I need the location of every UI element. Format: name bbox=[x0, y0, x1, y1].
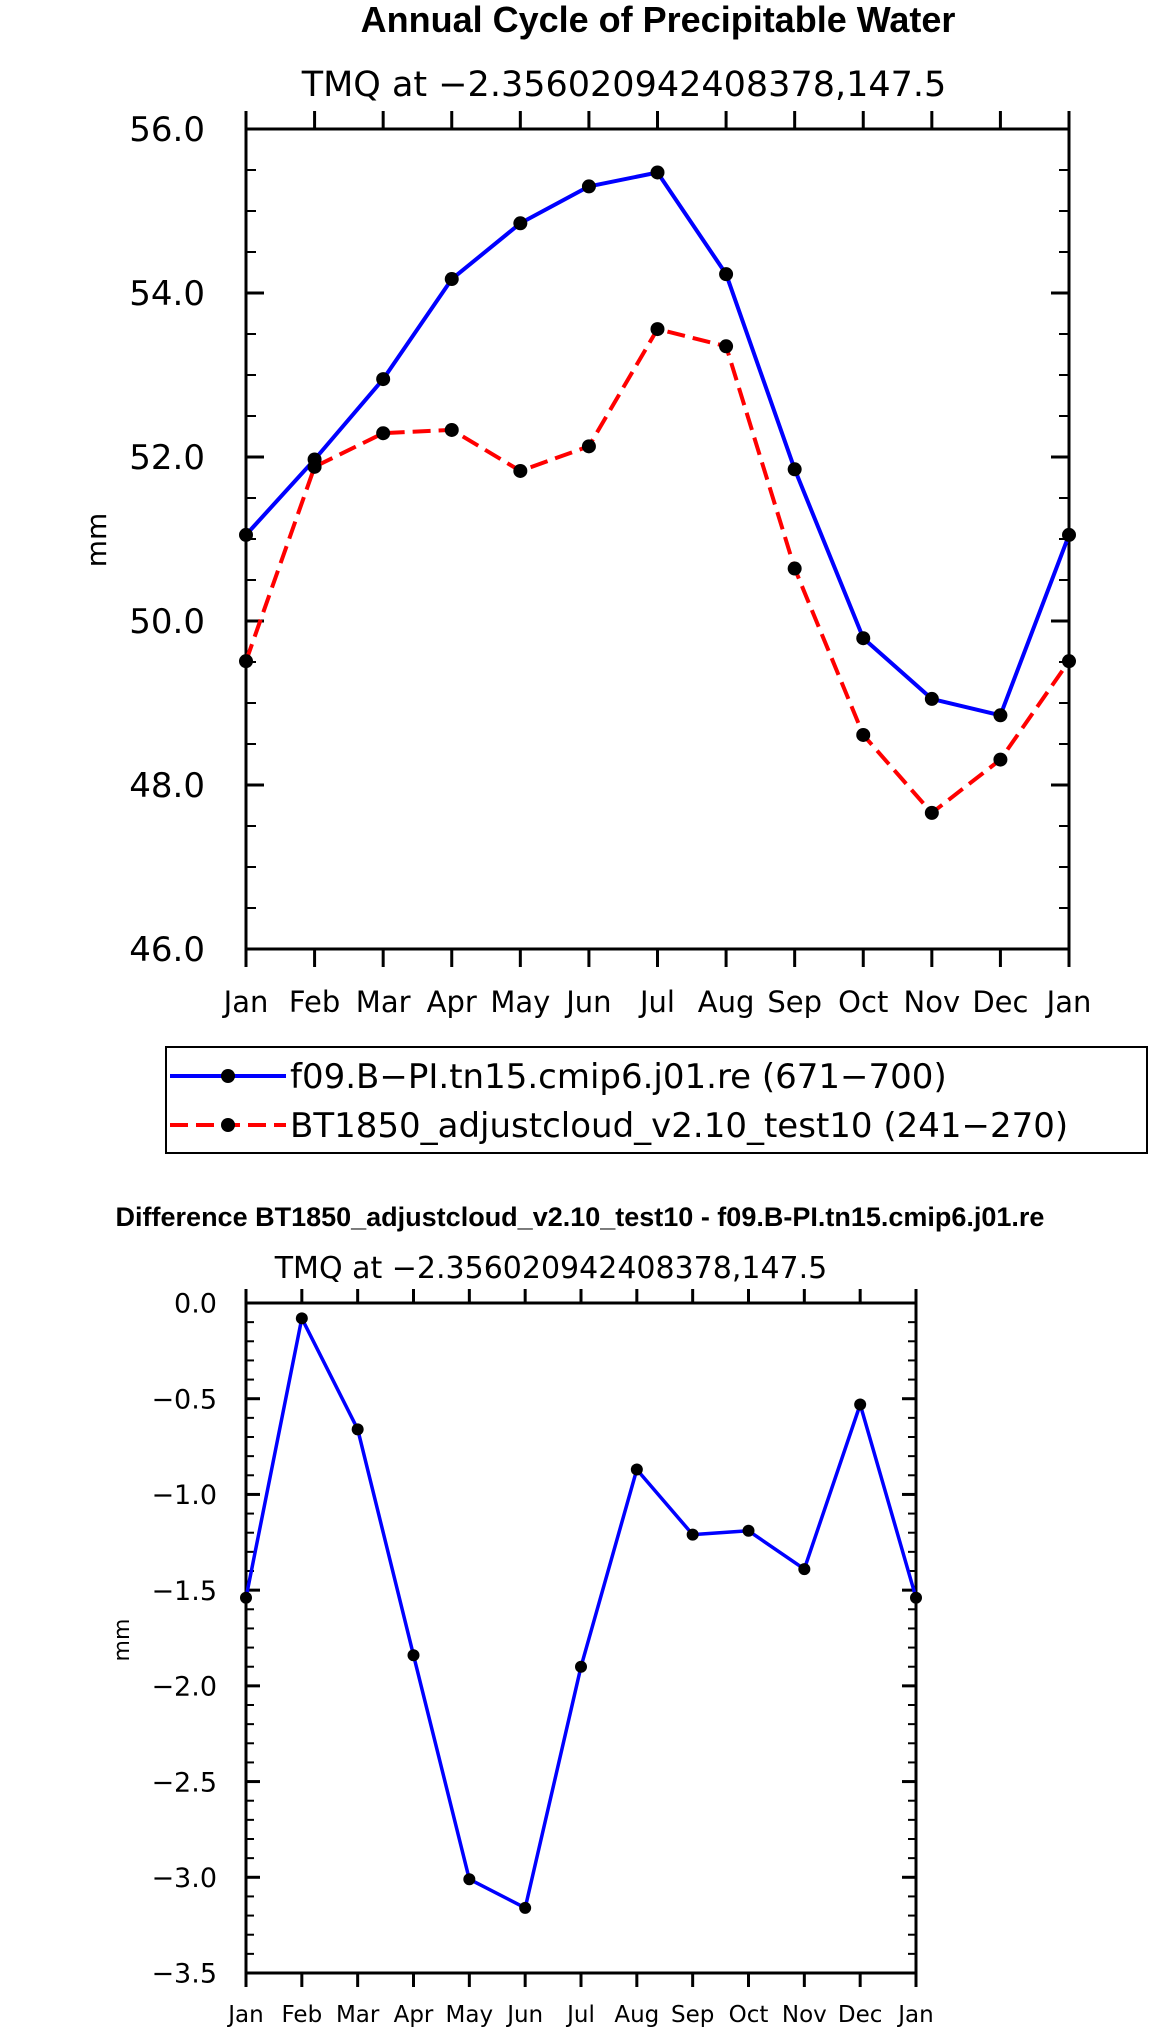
legend-box bbox=[165, 1046, 1148, 1154]
chart1-xtick-label: Sep bbox=[767, 985, 822, 1019]
chart1-series1-point bbox=[239, 654, 253, 669]
chart1-series-line-0 bbox=[244, 170, 1071, 718]
chart1-ytick-label: 56.0 bbox=[129, 110, 205, 150]
chart1-series1-point bbox=[856, 727, 871, 742]
chart2-xtick-label: Jan bbox=[226, 2002, 263, 2028]
chart1-series-line-1 bbox=[244, 327, 1071, 815]
chart2-series0-point bbox=[910, 1591, 922, 1604]
legend-marker-blue bbox=[221, 1069, 235, 1083]
chart2-series0-point bbox=[854, 1398, 867, 1411]
chart2-xtick-label: May bbox=[446, 2002, 494, 2028]
legend-label-blue: f09.B−PI.tn15.cmip6.j01.re (671−700) bbox=[290, 1057, 947, 1097]
chart2-series0-point bbox=[407, 1649, 420, 1662]
chart1-xtick-label: Jul bbox=[638, 985, 675, 1019]
chart1-series0-point bbox=[376, 372, 391, 387]
chart1-series0-point bbox=[239, 527, 253, 542]
chart2-ytick-label: 0.0 bbox=[174, 1289, 217, 1320]
chart1-plot-frame bbox=[244, 127, 1071, 951]
chart2-xtick-label: Sep bbox=[671, 2002, 714, 2028]
chart2-ytick-label: −2.0 bbox=[151, 1672, 217, 1703]
chart1-series0-point bbox=[993, 708, 1008, 723]
chart1-series0-point bbox=[856, 631, 871, 646]
legend-entry-blue: f09.B−PI.tn15.cmip6.j01.re (671−700) bbox=[170, 1057, 947, 1097]
chart2-series0-point bbox=[240, 1591, 252, 1604]
chart2-series0-point bbox=[630, 1463, 643, 1476]
chart1-series0-point bbox=[650, 165, 665, 180]
chart1-xtick-label: Jan bbox=[1045, 985, 1092, 1019]
chart1-title: Annual Cycle of Precipitable Water bbox=[361, 0, 956, 40]
chart2-series0-point bbox=[575, 1660, 587, 1673]
chart2-xtick-label: Feb bbox=[281, 2002, 322, 2028]
chart1-series0-point bbox=[787, 462, 802, 477]
chart1-ytick-label: 52.0 bbox=[129, 438, 205, 478]
chart2-xtick-label: Jul bbox=[565, 2002, 595, 2028]
chart1-xtick-label: Jun bbox=[564, 985, 611, 1019]
chart2-xtick-label: Apr bbox=[394, 2002, 434, 2028]
chart2-xtick-label: Jan bbox=[896, 2002, 933, 2028]
chart2-xtick-label: Oct bbox=[729, 2002, 769, 2028]
chart2-series0-point bbox=[686, 1528, 699, 1541]
chart1-xtick-label: May bbox=[490, 985, 550, 1019]
chart1-series1-point bbox=[307, 459, 322, 474]
annual-cycle-chart: Annual Cycle of Precipitable Water TMQ a… bbox=[80, 0, 1148, 1154]
chart1-xtick-label: Jan bbox=[222, 985, 269, 1019]
chart1-series1-point bbox=[650, 322, 665, 337]
difference-chart: Difference BT1850_adjustcloud_v2.10_test… bbox=[110, 1202, 1044, 2028]
chart1-series0-point bbox=[513, 216, 528, 231]
chart1-xtick-label: Mar bbox=[356, 985, 411, 1019]
chart2-ytick-label: −3.0 bbox=[151, 1863, 217, 1894]
chart1-series1-point bbox=[993, 752, 1008, 767]
chart1-ytick-label: 48.0 bbox=[129, 766, 205, 806]
chart2-ylabel: mm bbox=[110, 1619, 135, 1662]
chart1-series0-point bbox=[719, 267, 734, 282]
chart1-ylabel: mm bbox=[80, 513, 113, 568]
legend-entry-red: BT1850_adjustcloud_v2.10_test10 (241−270… bbox=[170, 1106, 1068, 1146]
chart1-xtick-label: Aug bbox=[698, 985, 755, 1019]
chart2-series-line-0 bbox=[244, 1316, 918, 1910]
chart1-series1-point bbox=[719, 339, 734, 354]
chart2-ytick-label: −1.0 bbox=[151, 1480, 217, 1511]
chart2-xtick-label: Mar bbox=[336, 2002, 380, 2028]
chart2-title: Difference BT1850_adjustcloud_v2.10_test… bbox=[116, 1202, 1045, 1232]
chart1-series1-point bbox=[513, 463, 528, 478]
chart1-xtick-label: Oct bbox=[838, 985, 888, 1019]
legend-label-red: BT1850_adjustcloud_v2.10_test10 (241−270… bbox=[290, 1106, 1068, 1146]
chart1-series1-point bbox=[1062, 654, 1076, 669]
chart1-xtick-label: Feb bbox=[289, 985, 340, 1019]
chart2-xtick-label: Nov bbox=[782, 2002, 827, 2028]
chart1-series0-point bbox=[924, 691, 939, 706]
chart2-series0-point bbox=[351, 1423, 364, 1436]
chart2-series0-point bbox=[463, 1873, 476, 1886]
chart1-series1-point bbox=[376, 426, 391, 441]
chart2-xtick-label: Dec bbox=[838, 2002, 883, 2028]
chart1-series1-point bbox=[444, 422, 459, 437]
legend-marker-red bbox=[221, 1118, 235, 1132]
chart1-series0-point bbox=[1062, 527, 1076, 542]
chart1-ytick-label: 50.0 bbox=[129, 602, 205, 642]
chart2-subtitle: TMQ at −2.356020942408378,147.5 bbox=[274, 1251, 828, 1286]
chart1-series0-point bbox=[581, 179, 596, 194]
chart1-legend: f09.B−PI.tn15.cmip6.j01.re (671−700) BT1… bbox=[165, 1046, 1148, 1154]
chart1-series0-point bbox=[444, 272, 459, 287]
chart2-series0-point bbox=[798, 1563, 811, 1576]
chart1-xtick-label: Dec bbox=[972, 985, 1028, 1019]
chart2-series0-point bbox=[742, 1524, 755, 1537]
chart1-ytick-label: 54.0 bbox=[129, 274, 205, 314]
chart2-ytick-label: −1.5 bbox=[151, 1576, 217, 1607]
chart1-xtick-label: Nov bbox=[904, 985, 961, 1019]
chart1-series1-point bbox=[581, 439, 596, 454]
chart1-series1-point bbox=[787, 561, 802, 576]
chart2-xtick-label: Aug bbox=[614, 2002, 659, 2028]
chart1-subtitle: TMQ at −2.356020942408378,147.5 bbox=[301, 65, 947, 105]
chart1-xtick-label: Apr bbox=[427, 985, 477, 1019]
chart1-ytick-label: 46.0 bbox=[129, 930, 205, 970]
chart2-xtick-label: Jun bbox=[505, 2002, 543, 2028]
chart2-series0-point bbox=[295, 1312, 308, 1325]
chart2-ytick-label: −3.5 bbox=[151, 1959, 217, 1990]
chart2-ytick-label: −0.5 bbox=[151, 1384, 217, 1415]
chart1-series1-point bbox=[924, 805, 939, 820]
chart2-ytick-label: −2.5 bbox=[151, 1767, 217, 1798]
chart2-series0-point bbox=[519, 1901, 532, 1914]
